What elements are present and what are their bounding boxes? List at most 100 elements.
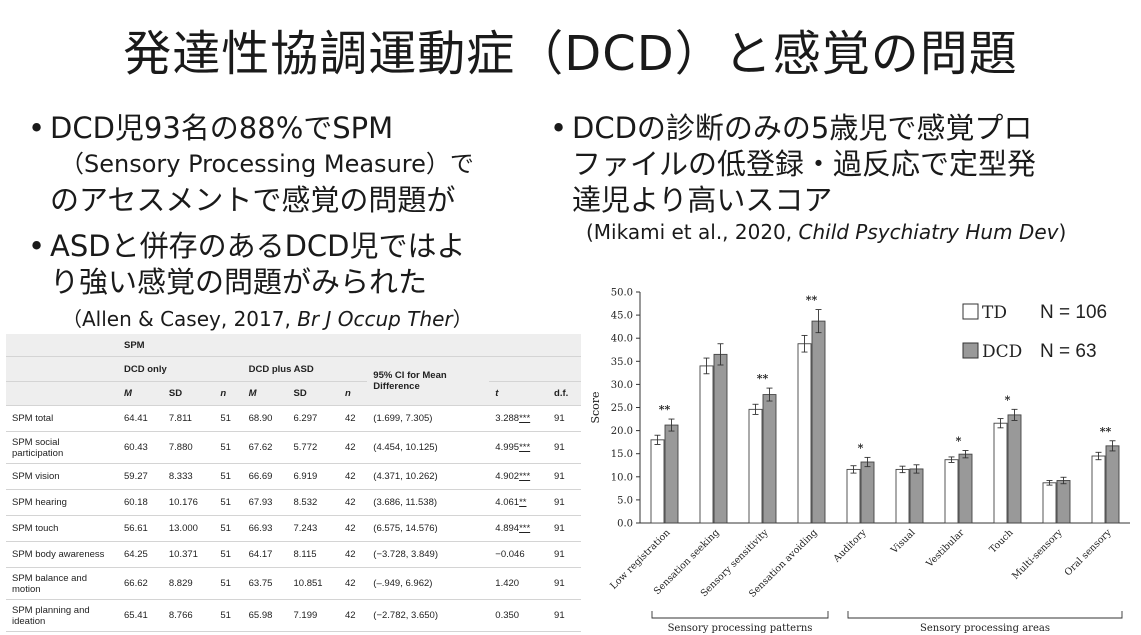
significance-marker: *** [519, 413, 531, 424]
cell-n1: 51 [214, 463, 243, 490]
y-tick-label: 50.0 [611, 288, 633, 299]
cell-n1: 51 [214, 489, 243, 516]
bar-dcd [958, 453, 973, 524]
column-header: n [338, 381, 368, 406]
table-corner [6, 334, 118, 357]
y-tick-label: 10.0 [611, 472, 633, 483]
citation-prefix: （Allen & Casey, 2017, [62, 307, 298, 331]
table-spacer [489, 356, 581, 382]
cell-t: 4.995*** [489, 431, 549, 464]
bar-td [650, 439, 665, 524]
cell-sd2: 8.532 [287, 489, 339, 516]
left-bullet-2: • ASDと併存のあるDCD児ではよ り強い感覚の問題がみられた [28, 228, 466, 300]
cell-m1: 60.43 [118, 431, 163, 464]
table-corner [6, 381, 118, 406]
cell-df: 91 [548, 515, 581, 542]
significance-label: * [858, 441, 864, 454]
cell-m1: 56.61 [118, 515, 163, 542]
row-label: SPM vision [6, 463, 118, 490]
cell-m2: 65.98 [242, 599, 288, 632]
bar-td [748, 408, 763, 524]
legend-label: DCD [982, 342, 1022, 362]
ci-header: 95% CI for Mean Difference [367, 356, 490, 406]
bullet-line: DCD児93名の88%でSPM [50, 111, 394, 145]
cell-m1: 59.27 [118, 463, 163, 490]
table-corner [6, 356, 118, 382]
legend-n: N = 63 [1040, 341, 1097, 362]
cell-t: 1.420 [489, 567, 549, 600]
cell-sd2: 7.199 [287, 599, 339, 632]
cell-t: −0.046 [489, 541, 549, 568]
cell-m1: 64.41 [118, 405, 163, 432]
cell-sd2: 8.115 [287, 541, 339, 568]
bar-dcd [664, 424, 679, 524]
bar-td [944, 459, 959, 524]
cell-ci: (−2.782, 3.650) [367, 599, 490, 632]
citation-journal: Child Psychiatry Hum Dev [798, 220, 1059, 244]
x-tick-label: Auditory [831, 527, 869, 565]
group-bracket [651, 611, 829, 619]
significance-label: ** [757, 372, 769, 385]
bullet-line: ASDと併存のあるDCD児ではよ [50, 229, 466, 263]
cell-sd1: 8.766 [162, 599, 215, 632]
bullet-line: のアセスメントで感覚の問題が [50, 183, 456, 217]
cell-m1: 64.25 [118, 541, 163, 568]
cell-m2: 68.90 [242, 405, 288, 432]
table-row: SPM hearing 60.18 10.176 51 67.93 8.532 42 (3.6… [6, 489, 581, 516]
cell-ci: (–.949, 6.962) [367, 567, 490, 600]
cell-n1: 51 [214, 405, 243, 432]
cell-sd2: 6.297 [287, 405, 339, 432]
subgroup-header: DCD plus ASD [242, 356, 368, 382]
right-citation: (Mikami et al., 2020, Child Psychiatry H… [586, 220, 1066, 244]
cell-m1: 65.41 [118, 599, 163, 632]
y-tick-label: 15.0 [611, 449, 633, 460]
bullet-dot: • [550, 111, 568, 145]
legend-swatch-dcd [962, 342, 979, 359]
cell-n1: 51 [214, 567, 243, 600]
citation-prefix: (Mikami et al., 2020, [586, 220, 799, 244]
group-label: Sensory processing areas [920, 623, 1050, 634]
significance-label: ** [659, 403, 671, 416]
cell-df: 91 [548, 463, 581, 490]
cell-n2: 42 [338, 489, 368, 516]
bar-td [699, 365, 714, 524]
cell-df: 91 [548, 599, 581, 632]
cell-sd2: 10.851 [287, 567, 339, 600]
column-header: n [214, 381, 243, 406]
cell-m2: 67.62 [242, 431, 288, 464]
citation-journal: Br J Occup Ther [297, 307, 453, 331]
cell-ci: (6.575, 14.576) [367, 515, 490, 542]
cell-n1: 51 [214, 599, 243, 632]
spm-table-container: SPM DCD only DCD plus ASD 95% CI for Mea… [6, 334, 581, 632]
bar-dcd [1105, 445, 1120, 524]
cell-sd1: 13.000 [162, 515, 215, 542]
cell-ci: (3.686, 11.538) [367, 489, 490, 516]
cell-n2: 42 [338, 463, 368, 490]
t-value: −0.046 [495, 549, 525, 560]
bar-dcd [909, 468, 924, 524]
significance-marker: ** [519, 497, 527, 508]
citation-suffix: ) [1058, 220, 1067, 244]
sensory-profile-bar-chart: 0.0 5.0 10.0 15.0 20.0 25.0 30.0 35.0 40.0 45.0 50… [589, 288, 1130, 634]
cell-m1: 60.18 [118, 489, 163, 516]
cell-ci: (4.371, 10.262) [367, 463, 490, 490]
cell-sd2: 6.919 [287, 463, 339, 490]
y-tick-label: 45.0 [611, 311, 633, 322]
x-tick-label: Oral sensory [1063, 527, 1114, 578]
cell-n1: 51 [214, 431, 243, 464]
table-row: SPM body awareness 64.25 10.371 51 64.17 8.11… [6, 541, 581, 568]
cell-sd1: 7.880 [162, 431, 215, 464]
significance-marker: *** [519, 523, 531, 534]
cell-ci: (1.699, 7.305) [367, 405, 490, 432]
bullet-line: （Sensory Processing Measure）で [60, 150, 474, 178]
cell-t: 4.061** [489, 489, 549, 516]
cell-m2: 66.93 [242, 515, 288, 542]
column-header: t [489, 381, 549, 406]
y-axis-label: Score [589, 391, 602, 423]
cell-n2: 42 [338, 567, 368, 600]
t-value: 4.902 [495, 471, 520, 482]
significance-marker: *** [519, 471, 531, 482]
cell-sd2: 7.243 [287, 515, 339, 542]
cell-m2: 66.69 [242, 463, 288, 490]
bar-dcd [1056, 480, 1071, 524]
